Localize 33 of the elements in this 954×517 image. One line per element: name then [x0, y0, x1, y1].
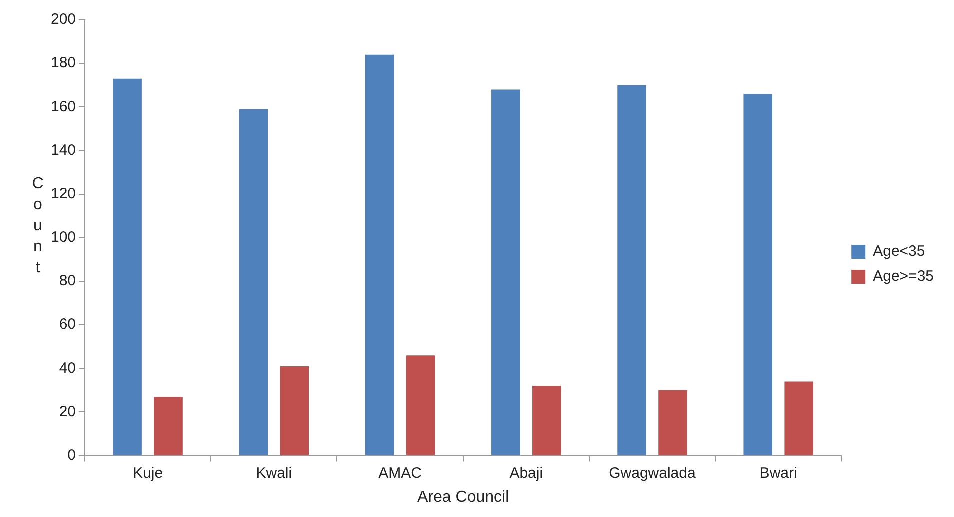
bar [280, 366, 310, 456]
bar [744, 94, 772, 456]
y-tick-label: 40 [59, 360, 76, 377]
bar [365, 54, 394, 456]
bar [618, 85, 646, 456]
bar [113, 78, 142, 456]
y-tick-label: 120 [50, 185, 76, 202]
bar [239, 109, 268, 456]
y-tick-label: 100 [50, 229, 76, 246]
y-tick-label: 160 [50, 98, 76, 116]
x-tick-label: Bwari [760, 464, 798, 482]
x-axis-title: Area Council [418, 488, 510, 506]
x-tick-label: Abaji [510, 464, 544, 482]
y-tick-label: 180 [50, 54, 76, 72]
bar [784, 382, 814, 456]
legend-label: Age<35 [873, 243, 926, 260]
bar [658, 390, 688, 456]
legend-label: Age>=35 [873, 268, 934, 286]
bar [532, 386, 562, 456]
y-tick-label: 60 [59, 316, 76, 334]
bar [154, 396, 183, 456]
y-tick-label: 200 [50, 11, 76, 28]
y-tick-label: 20 [59, 403, 76, 420]
x-tick-label: Kwali [256, 464, 292, 482]
y-tick-label: 140 [50, 142, 76, 159]
x-tick-label: Gwagwalada [609, 464, 696, 482]
y-tick-label: 0 [68, 446, 76, 464]
x-tick-label: Kuje [133, 464, 164, 482]
x-tick-label: AMAC [378, 464, 422, 482]
bar [406, 356, 436, 456]
y-tick-label: 80 [59, 272, 76, 290]
y-axis-title: Count [32, 175, 44, 276]
bar [492, 90, 520, 456]
